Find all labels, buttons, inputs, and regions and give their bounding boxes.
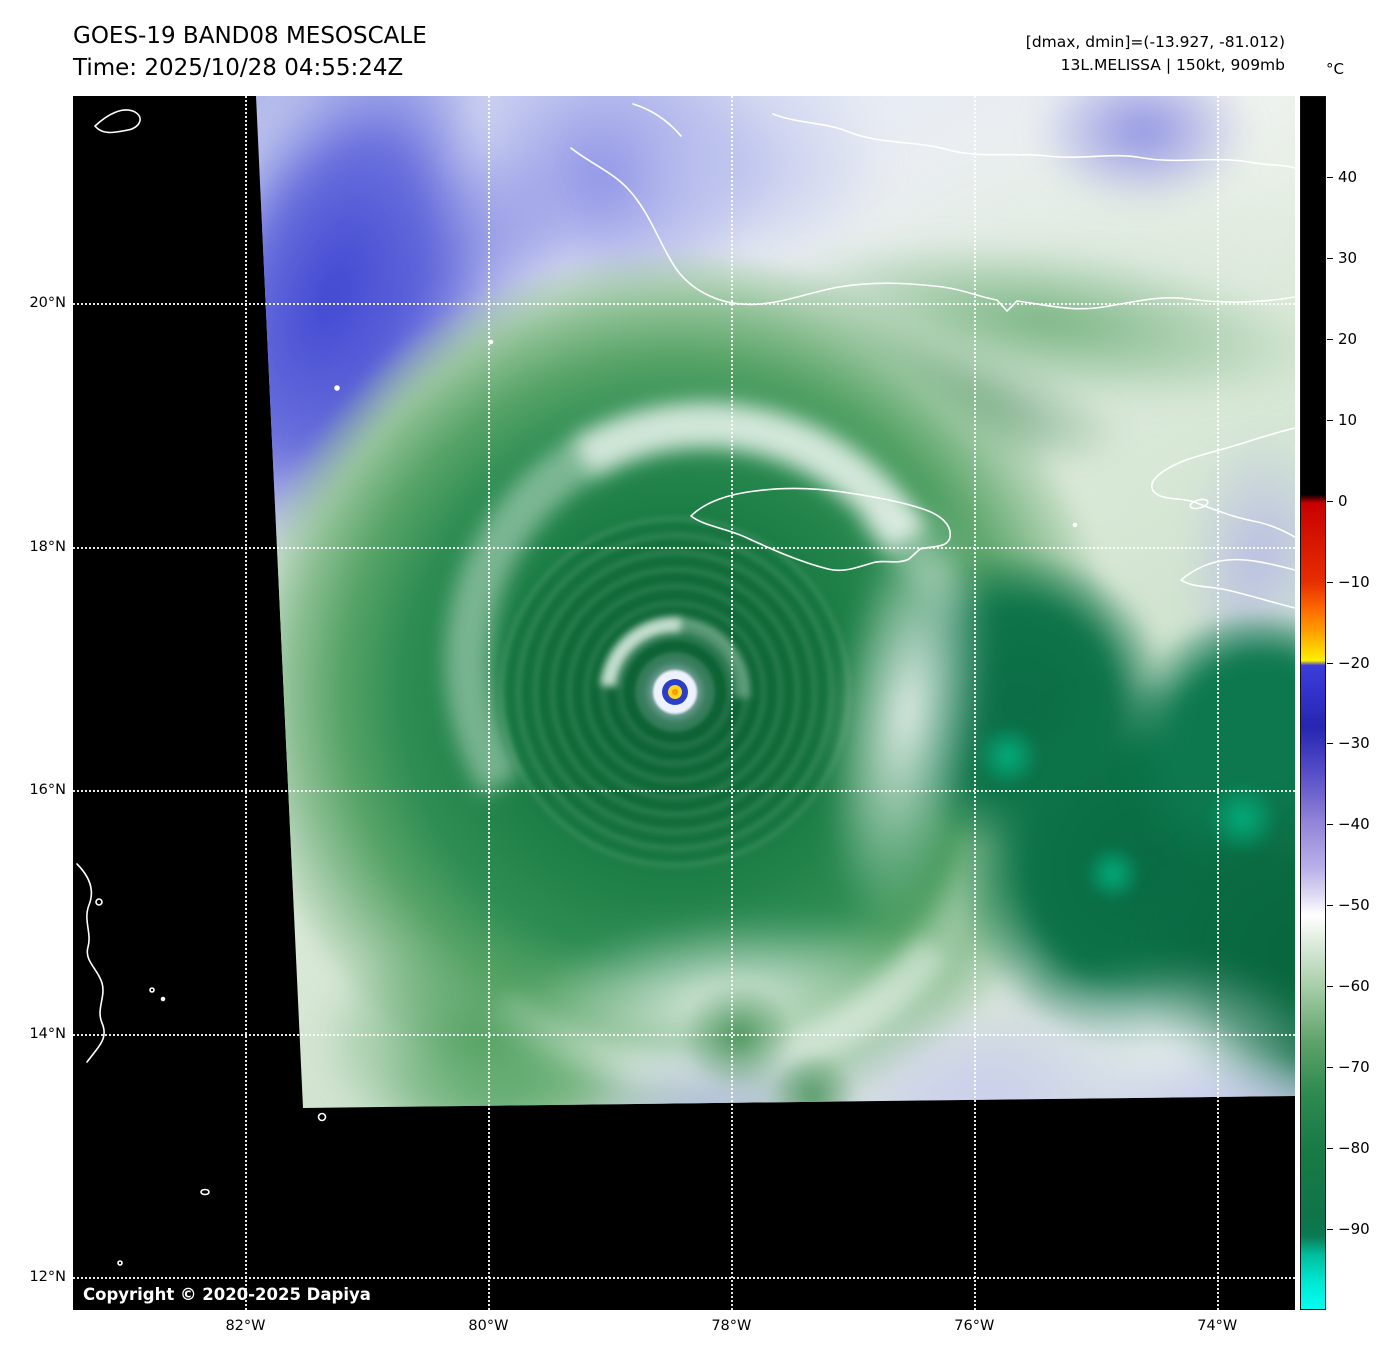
- island-miskito-cay: [149, 987, 155, 993]
- colorbar-tick-label: −50: [1338, 896, 1370, 915]
- gridline-lon: [245, 96, 248, 1310]
- storm-info: 13L.MELISSA | 150kt, 909mb: [1060, 56, 1285, 74]
- colorbar-tick-mark: [1327, 581, 1333, 583]
- copyright-watermark: Copyright © 2020-2025 Dapiya: [83, 1285, 371, 1304]
- lat-tick-label: 18°N: [29, 538, 66, 555]
- colorbar-tick-mark: [1327, 1229, 1333, 1231]
- colorbar-unit-label: °C: [1326, 60, 1344, 78]
- colorbar-tick-mark: [1327, 1067, 1333, 1069]
- temperature-colorbar: [1300, 96, 1326, 1310]
- colorbar-tick-label: −90: [1338, 1220, 1370, 1239]
- colorbar-tick-label: −80: [1338, 1139, 1370, 1158]
- coastline-fragment-topleft: [94, 109, 141, 134]
- colorbar-tick-label: −60: [1338, 977, 1370, 996]
- lon-tick-label: 80°W: [468, 1318, 509, 1334]
- colorbar-tick-label: 10: [1338, 410, 1358, 429]
- lat-tick-label: 20°N: [29, 295, 66, 311]
- lat-tick-label: 16°N: [29, 782, 66, 799]
- colorbar-tick-label: 40: [1338, 167, 1358, 186]
- colorbar-tick-label: −10: [1338, 572, 1370, 591]
- header-left: GOES-19 BAND08 MESOSCALE Time: 2025/10/2…: [73, 20, 427, 84]
- cloud-layer: [763, 1056, 863, 1108]
- colorbar-tick-mark: [1327, 500, 1333, 502]
- island-providencia: [317, 1112, 327, 1122]
- colorbar-tick-label: −70: [1338, 1058, 1370, 1077]
- gridline-lat: [73, 1277, 1295, 1280]
- island-speck: [200, 1188, 210, 1196]
- colorbar-tick-mark: [1327, 824, 1333, 826]
- colorbar-tick-mark: [1327, 419, 1333, 421]
- island-miskito-cay2: [160, 996, 166, 1002]
- lon-tick-label: 78°W: [711, 1318, 752, 1334]
- coastline-central-america: [76, 863, 105, 1063]
- lon-tick-label: 76°W: [954, 1318, 995, 1334]
- lon-tick-label: 74°W: [1197, 1318, 1238, 1334]
- header-right: [dmax, dmin]=(-13.927, -81.012) 13L.MELI…: [1026, 31, 1285, 77]
- colorbar-tick-label: −40: [1338, 815, 1370, 834]
- colorbar-tick-label: 20: [1338, 329, 1358, 348]
- timestamp: Time: 2025/10/28 04:55:24Z: [73, 55, 404, 81]
- cold-top-speck: [1203, 786, 1283, 851]
- colorbar-tick-mark: [1327, 338, 1333, 340]
- map-panel: Copyright © 2020-2025 Dapiya: [73, 96, 1295, 1310]
- colorbar-tick-mark: [1327, 176, 1333, 178]
- island-speck2: [117, 1260, 123, 1266]
- colorbar-tick-label: −30: [1338, 734, 1370, 753]
- colorbar-tick-mark: [1327, 743, 1333, 745]
- lat-tick-label: 14°N: [29, 1025, 66, 1042]
- satellite-imagery: [256, 96, 1295, 1108]
- cold-top-speck: [1083, 846, 1143, 901]
- colorbar-tick-label: 30: [1338, 248, 1358, 267]
- colorbar-tick-mark: [1327, 257, 1333, 259]
- island-lagoon: [95, 898, 103, 906]
- lon-tick-label: 82°W: [225, 1318, 266, 1334]
- colorbar-tick-mark: [1327, 662, 1333, 664]
- colorbar-tick-label: 0: [1338, 491, 1348, 510]
- cold-top-speck: [973, 726, 1043, 786]
- product-title: GOES-19 BAND08 MESOSCALE: [73, 23, 427, 49]
- colorbar-tick-mark: [1327, 1148, 1333, 1150]
- eye-hot-center: [672, 689, 678, 695]
- colorbar-tick-mark: [1327, 986, 1333, 988]
- colorbar-tick-label: −20: [1338, 653, 1370, 672]
- lat-tick-label: 12°N: [29, 1269, 66, 1286]
- dmax-dmin-readout: [dmax, dmin]=(-13.927, -81.012): [1025, 33, 1285, 51]
- colorbar-tick-mark: [1327, 905, 1333, 907]
